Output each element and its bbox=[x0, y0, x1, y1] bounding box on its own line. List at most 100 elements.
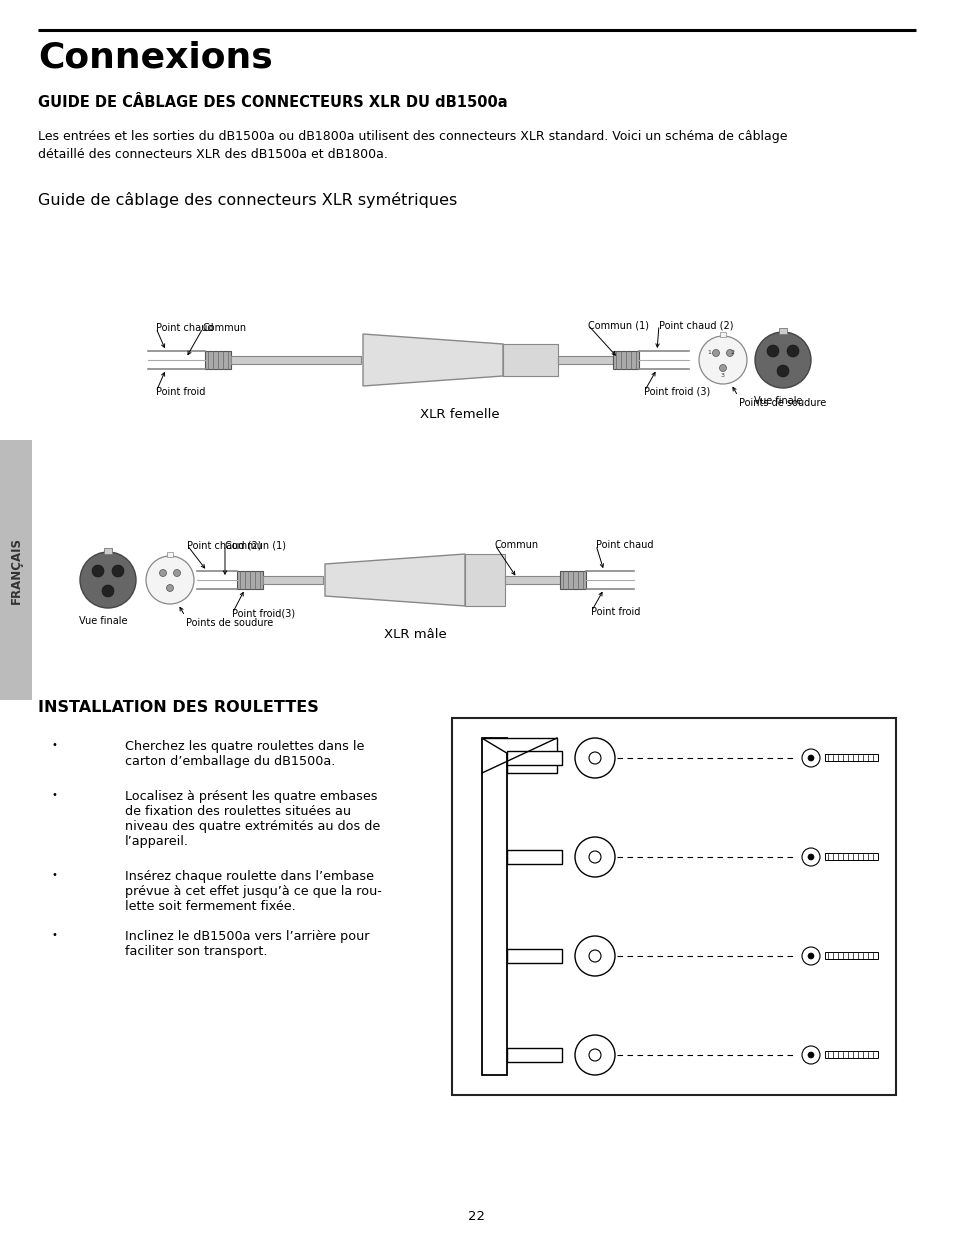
Circle shape bbox=[776, 366, 788, 377]
Text: •: • bbox=[52, 740, 58, 750]
Circle shape bbox=[80, 552, 136, 608]
Text: prévue à cet effet jusqu’à ce que la rou-: prévue à cet effet jusqu’à ce que la rou… bbox=[125, 885, 381, 898]
Text: Commun: Commun bbox=[203, 324, 247, 333]
Text: Insérez chaque roulette dans l’embase: Insérez chaque roulette dans l’embase bbox=[125, 869, 374, 883]
Circle shape bbox=[786, 345, 799, 357]
Bar bbox=[452, 718, 895, 1095]
Text: l’appareil.: l’appareil. bbox=[125, 835, 189, 848]
Circle shape bbox=[575, 739, 615, 778]
Bar bbox=[824, 1051, 877, 1058]
Bar bbox=[104, 548, 112, 555]
Circle shape bbox=[807, 953, 813, 960]
Text: Inclinez le dB1500a vers l’arrière pour: Inclinez le dB1500a vers l’arrière pour bbox=[125, 930, 369, 944]
Text: Point froid: Point froid bbox=[590, 606, 639, 618]
Circle shape bbox=[726, 350, 733, 357]
Circle shape bbox=[173, 569, 180, 577]
Text: 3: 3 bbox=[720, 373, 724, 378]
Bar bbox=[504, 576, 559, 584]
Circle shape bbox=[801, 1046, 820, 1065]
Text: Point froid: Point froid bbox=[156, 387, 205, 396]
Bar bbox=[824, 853, 877, 860]
Text: faciliter son transport.: faciliter son transport. bbox=[125, 945, 267, 958]
Circle shape bbox=[167, 584, 173, 592]
Bar bbox=[824, 755, 877, 761]
Circle shape bbox=[719, 364, 726, 372]
Polygon shape bbox=[325, 555, 464, 606]
Circle shape bbox=[588, 851, 600, 863]
Text: Connexions: Connexions bbox=[38, 40, 273, 74]
Text: INSTALLATION DES ROULETTES: INSTALLATION DES ROULETTES bbox=[38, 700, 318, 715]
Text: niveau des quatre extrémités au dos de: niveau des quatre extrémités au dos de bbox=[125, 820, 380, 832]
Circle shape bbox=[588, 950, 600, 962]
Circle shape bbox=[754, 332, 810, 388]
Circle shape bbox=[112, 564, 124, 577]
Circle shape bbox=[807, 853, 813, 860]
Circle shape bbox=[575, 936, 615, 976]
Text: Points de soudure: Points de soudure bbox=[739, 398, 825, 408]
Text: Vue finale: Vue finale bbox=[79, 616, 127, 626]
Text: Commun: Commun bbox=[495, 540, 538, 550]
Text: FRANÇAIS: FRANÇAIS bbox=[10, 536, 23, 604]
Circle shape bbox=[699, 336, 746, 384]
Circle shape bbox=[102, 585, 113, 597]
Text: GUIDE DE CÂBLAGE DES CONNECTEURS XLR DU dB1500a: GUIDE DE CÂBLAGE DES CONNECTEURS XLR DU … bbox=[38, 95, 507, 110]
Bar bbox=[263, 576, 323, 584]
Text: Guide de câblage des connecteurs XLR symétriques: Guide de câblage des connecteurs XLR sym… bbox=[38, 191, 456, 207]
Bar bbox=[231, 356, 360, 364]
Text: Point froid(3): Point froid(3) bbox=[232, 609, 294, 619]
Text: Point chaud: Point chaud bbox=[596, 540, 653, 550]
Circle shape bbox=[575, 837, 615, 877]
Circle shape bbox=[801, 947, 820, 965]
Circle shape bbox=[801, 748, 820, 767]
Circle shape bbox=[712, 350, 719, 357]
Circle shape bbox=[807, 755, 813, 761]
Bar bbox=[464, 555, 504, 606]
Circle shape bbox=[801, 848, 820, 866]
Text: Point froid (3): Point froid (3) bbox=[643, 387, 709, 396]
Bar bbox=[613, 351, 639, 369]
Text: de fixation des roulettes situées au: de fixation des roulettes situées au bbox=[125, 805, 351, 818]
Bar bbox=[779, 329, 786, 333]
Text: Cherchez les quatre roulettes dans le: Cherchez les quatre roulettes dans le bbox=[125, 740, 364, 753]
Bar bbox=[481, 739, 506, 1074]
Bar bbox=[502, 345, 558, 375]
Text: Commun (1): Commun (1) bbox=[225, 540, 286, 550]
Text: XLR femelle: XLR femelle bbox=[419, 408, 499, 421]
Text: Les entrées et les sorties du dB1500a ou dB1800a utilisent des connecteurs XLR s: Les entrées et les sorties du dB1500a ou… bbox=[38, 130, 786, 143]
Text: carton d’emballage du dB1500a.: carton d’emballage du dB1500a. bbox=[125, 755, 335, 768]
Bar bbox=[506, 751, 561, 764]
Bar bbox=[558, 356, 613, 364]
Text: XLR mâle: XLR mâle bbox=[383, 629, 446, 641]
Circle shape bbox=[588, 1049, 600, 1061]
Bar bbox=[506, 948, 561, 963]
Text: Point chaud: Point chaud bbox=[156, 324, 213, 333]
Text: Vue finale: Vue finale bbox=[753, 396, 801, 406]
Polygon shape bbox=[363, 333, 502, 387]
Bar bbox=[824, 952, 877, 960]
Circle shape bbox=[766, 345, 779, 357]
Bar bbox=[167, 552, 172, 557]
Text: Localisez à présent les quatre embases: Localisez à présent les quatre embases bbox=[125, 790, 377, 803]
Text: 1: 1 bbox=[706, 351, 710, 356]
Bar bbox=[506, 850, 561, 864]
Text: •: • bbox=[52, 930, 58, 940]
Bar bbox=[720, 332, 725, 337]
Text: Commun (1): Commun (1) bbox=[587, 320, 648, 330]
Circle shape bbox=[588, 752, 600, 764]
Text: Point chaud (2): Point chaud (2) bbox=[659, 320, 733, 330]
Bar bbox=[205, 351, 231, 369]
Circle shape bbox=[146, 556, 193, 604]
Bar bbox=[506, 1049, 561, 1062]
Text: Points de soudure: Points de soudure bbox=[186, 618, 273, 629]
Bar bbox=[0, 440, 32, 700]
Circle shape bbox=[91, 564, 104, 577]
Text: Point chaud (2): Point chaud (2) bbox=[187, 540, 261, 550]
Text: détaillé des connecteurs XLR des dB1500a et dB1800a.: détaillé des connecteurs XLR des dB1500a… bbox=[38, 148, 388, 161]
Text: 22: 22 bbox=[468, 1210, 485, 1223]
Text: •: • bbox=[52, 790, 58, 800]
Circle shape bbox=[807, 1052, 813, 1058]
Circle shape bbox=[159, 569, 167, 577]
Polygon shape bbox=[481, 739, 557, 773]
Text: •: • bbox=[52, 869, 58, 881]
Circle shape bbox=[575, 1035, 615, 1074]
